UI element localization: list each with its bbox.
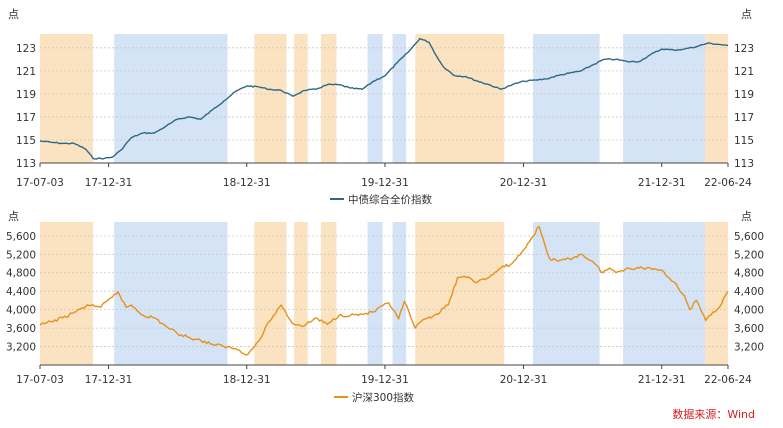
x-tick-label: 20-12-31	[500, 177, 548, 189]
x-tick-label: 22-06-24	[704, 374, 752, 386]
background-band	[705, 34, 728, 163]
y-unit-label-left: 点	[8, 210, 19, 223]
background-band	[320, 34, 337, 163]
y-tick-label-left: 4,800	[6, 268, 36, 280]
x-tick-label: 17-12-31	[85, 374, 133, 386]
y-tick-label-right: 3,600	[734, 323, 764, 335]
y-tick-label-left: 5,200	[6, 249, 36, 261]
y-tick-label-right: 4,000	[734, 305, 764, 317]
background-band	[532, 222, 600, 365]
y-tick-label-left: 4,400	[6, 286, 36, 298]
y-tick-label-left: 123	[16, 43, 36, 55]
background-band	[705, 222, 728, 365]
y-tick-label-left: 5,600	[6, 231, 36, 243]
legend-label: 沪深300指数	[352, 391, 415, 404]
background-band	[392, 34, 407, 163]
x-tick-label: 19-12-31	[361, 177, 409, 189]
x-tick-label: 19-12-31	[361, 374, 409, 386]
background-band	[40, 222, 94, 365]
background-band	[254, 222, 287, 365]
y-tick-label-right: 113	[734, 158, 754, 170]
y-tick-label-right: 123	[734, 43, 754, 55]
y-tick-label-left: 115	[16, 135, 36, 147]
x-tick-label: 21-12-31	[638, 177, 686, 189]
x-tick-label: 20-12-31	[500, 374, 548, 386]
background-band	[367, 34, 383, 163]
background-band	[532, 34, 600, 163]
background-band	[623, 34, 668, 163]
background-band	[415, 222, 505, 365]
y-tick-label-right: 115	[734, 135, 754, 147]
background-band	[294, 34, 308, 163]
background-band	[623, 222, 668, 365]
x-tick-label: 22-06-24	[704, 177, 752, 189]
equity-index-panel: 17-07-03 17-12-31 18-12-31 19-12-31 20-12-31…	[6, 210, 764, 404]
y-tick-label-right: 119	[734, 89, 754, 101]
background-band	[320, 222, 337, 365]
background-band	[667, 222, 706, 365]
background-band	[667, 34, 706, 163]
bond-index-panel: 17-07-03 17-12-31 18-12-31 19-12-31 20-12-31…	[8, 8, 754, 206]
background-band	[254, 34, 287, 163]
series-line	[39, 37, 729, 160]
y-tick-label-right: 3,200	[734, 342, 764, 354]
background-band	[415, 34, 505, 163]
y-tick-label-left: 3,600	[6, 323, 36, 335]
y-tick-label-left: 119	[16, 89, 36, 101]
y-tick-label-left: 113	[16, 158, 36, 170]
y-unit-label-left: 点	[8, 8, 19, 21]
background-band	[114, 34, 228, 163]
background-band	[367, 222, 383, 365]
legend-label: 中债综合全价指数	[348, 193, 432, 206]
x-tick-label: 17-07-03	[16, 374, 64, 386]
y-tick-label-right: 5,600	[734, 231, 764, 243]
y-unit-label-right: 点	[741, 8, 752, 21]
x-tick-label: 17-12-31	[85, 177, 133, 189]
x-tick-label: 21-12-31	[638, 374, 686, 386]
y-tick-label-right: 121	[734, 66, 754, 78]
x-tick-label: 18-12-31	[223, 177, 271, 189]
x-tick-label: 17-07-03	[16, 177, 64, 189]
y-unit-label-right: 点	[741, 210, 752, 223]
y-tick-label-left: 4,000	[6, 305, 36, 317]
y-tick-label-right: 5,200	[734, 249, 764, 261]
background-band	[392, 222, 407, 365]
y-tick-label-left: 117	[16, 112, 36, 124]
y-tick-label-right: 4,400	[734, 286, 764, 298]
y-tick-label-right: 117	[734, 112, 754, 124]
y-tick-label-right: 4,800	[734, 268, 764, 280]
y-tick-label-left: 121	[16, 66, 36, 78]
x-tick-label: 18-12-31	[223, 374, 271, 386]
source-note: 数据来源：Wind	[672, 407, 755, 421]
background-band	[294, 222, 308, 365]
series-line	[39, 225, 729, 356]
y-tick-label-left: 3,200	[6, 342, 36, 354]
